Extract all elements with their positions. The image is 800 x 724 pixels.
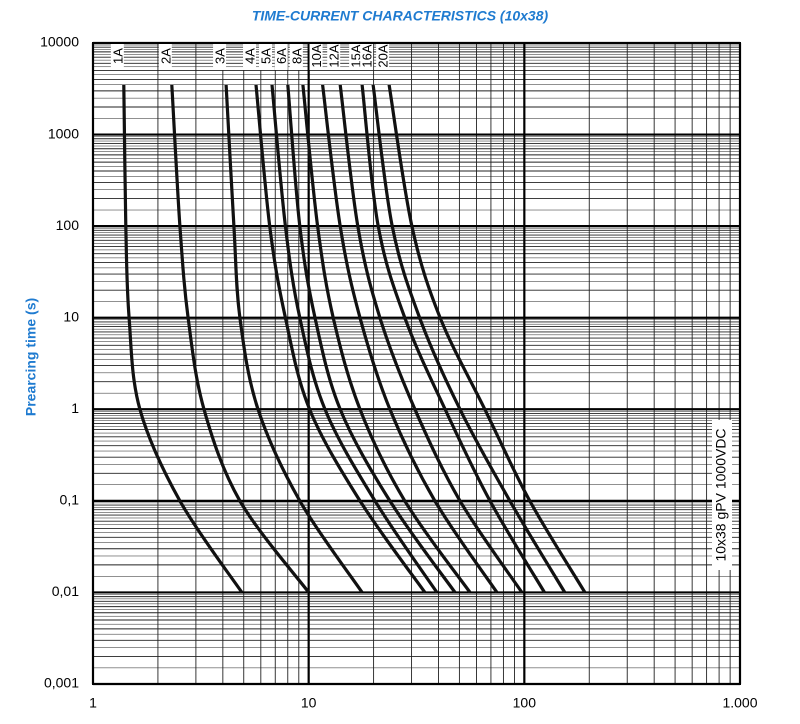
series-label: 1A bbox=[110, 48, 125, 64]
series-label-background bbox=[274, 44, 288, 70]
series-label-background bbox=[360, 44, 374, 70]
y-tick-label: 0,001 bbox=[44, 675, 79, 691]
annotation: 10x38 gPV 1000VDC bbox=[713, 428, 729, 561]
series-label: 6A bbox=[274, 48, 289, 64]
series-label-background bbox=[289, 44, 303, 70]
x-tick-label: 1 bbox=[89, 695, 97, 711]
y-tick-label: 1000 bbox=[48, 125, 79, 141]
curve bbox=[371, 84, 567, 594]
series-label: 12A bbox=[327, 44, 342, 67]
curve bbox=[360, 84, 546, 594]
curve bbox=[270, 84, 439, 594]
y-tick-label: 100 bbox=[56, 217, 80, 233]
x-tick-label: 1.000 bbox=[722, 695, 757, 711]
curve bbox=[254, 84, 427, 594]
curve bbox=[170, 84, 310, 594]
series-label-background bbox=[213, 44, 227, 70]
series-label: 4A bbox=[242, 48, 257, 64]
series-label: 20A bbox=[376, 44, 391, 67]
y-tick-label: 0,01 bbox=[52, 583, 79, 599]
x-tick-label: 100 bbox=[513, 695, 537, 711]
y-axis-label: Prearcing time (s) bbox=[23, 298, 39, 416]
curve bbox=[301, 84, 472, 594]
annotation-background bbox=[712, 420, 732, 570]
series-label: 3A bbox=[213, 48, 228, 64]
curve bbox=[122, 84, 244, 594]
y-tick-label: 10 bbox=[63, 308, 79, 324]
curve bbox=[338, 84, 524, 594]
series-label-background bbox=[349, 44, 363, 70]
series-label-background bbox=[327, 44, 341, 70]
plot-frame bbox=[92, 42, 741, 685]
series-label-background bbox=[158, 44, 172, 70]
y-tick-label: 0,1 bbox=[60, 492, 80, 508]
y-tick-label: 10000 bbox=[40, 34, 79, 50]
series-label-background bbox=[110, 44, 124, 70]
curve bbox=[321, 84, 499, 594]
series-label-background bbox=[376, 44, 390, 70]
series-label-background bbox=[309, 44, 323, 70]
series-label-background bbox=[258, 44, 272, 70]
series-label: 10A bbox=[309, 44, 324, 67]
curve bbox=[224, 84, 364, 594]
series-label: 5A bbox=[258, 48, 273, 64]
x-tick-label: 10 bbox=[301, 695, 317, 711]
curve bbox=[286, 84, 457, 594]
series-label-background bbox=[243, 44, 257, 70]
series-label: 15A bbox=[349, 44, 364, 67]
curve bbox=[387, 84, 587, 594]
series-label: 16A bbox=[360, 44, 375, 67]
y-tick-label: 1 bbox=[71, 400, 79, 416]
chart-title: TIME-CURRENT CHARACTERISTICS (10x38) bbox=[252, 8, 549, 24]
series-label: 2A bbox=[158, 48, 173, 64]
series-label: 8A bbox=[289, 48, 304, 64]
